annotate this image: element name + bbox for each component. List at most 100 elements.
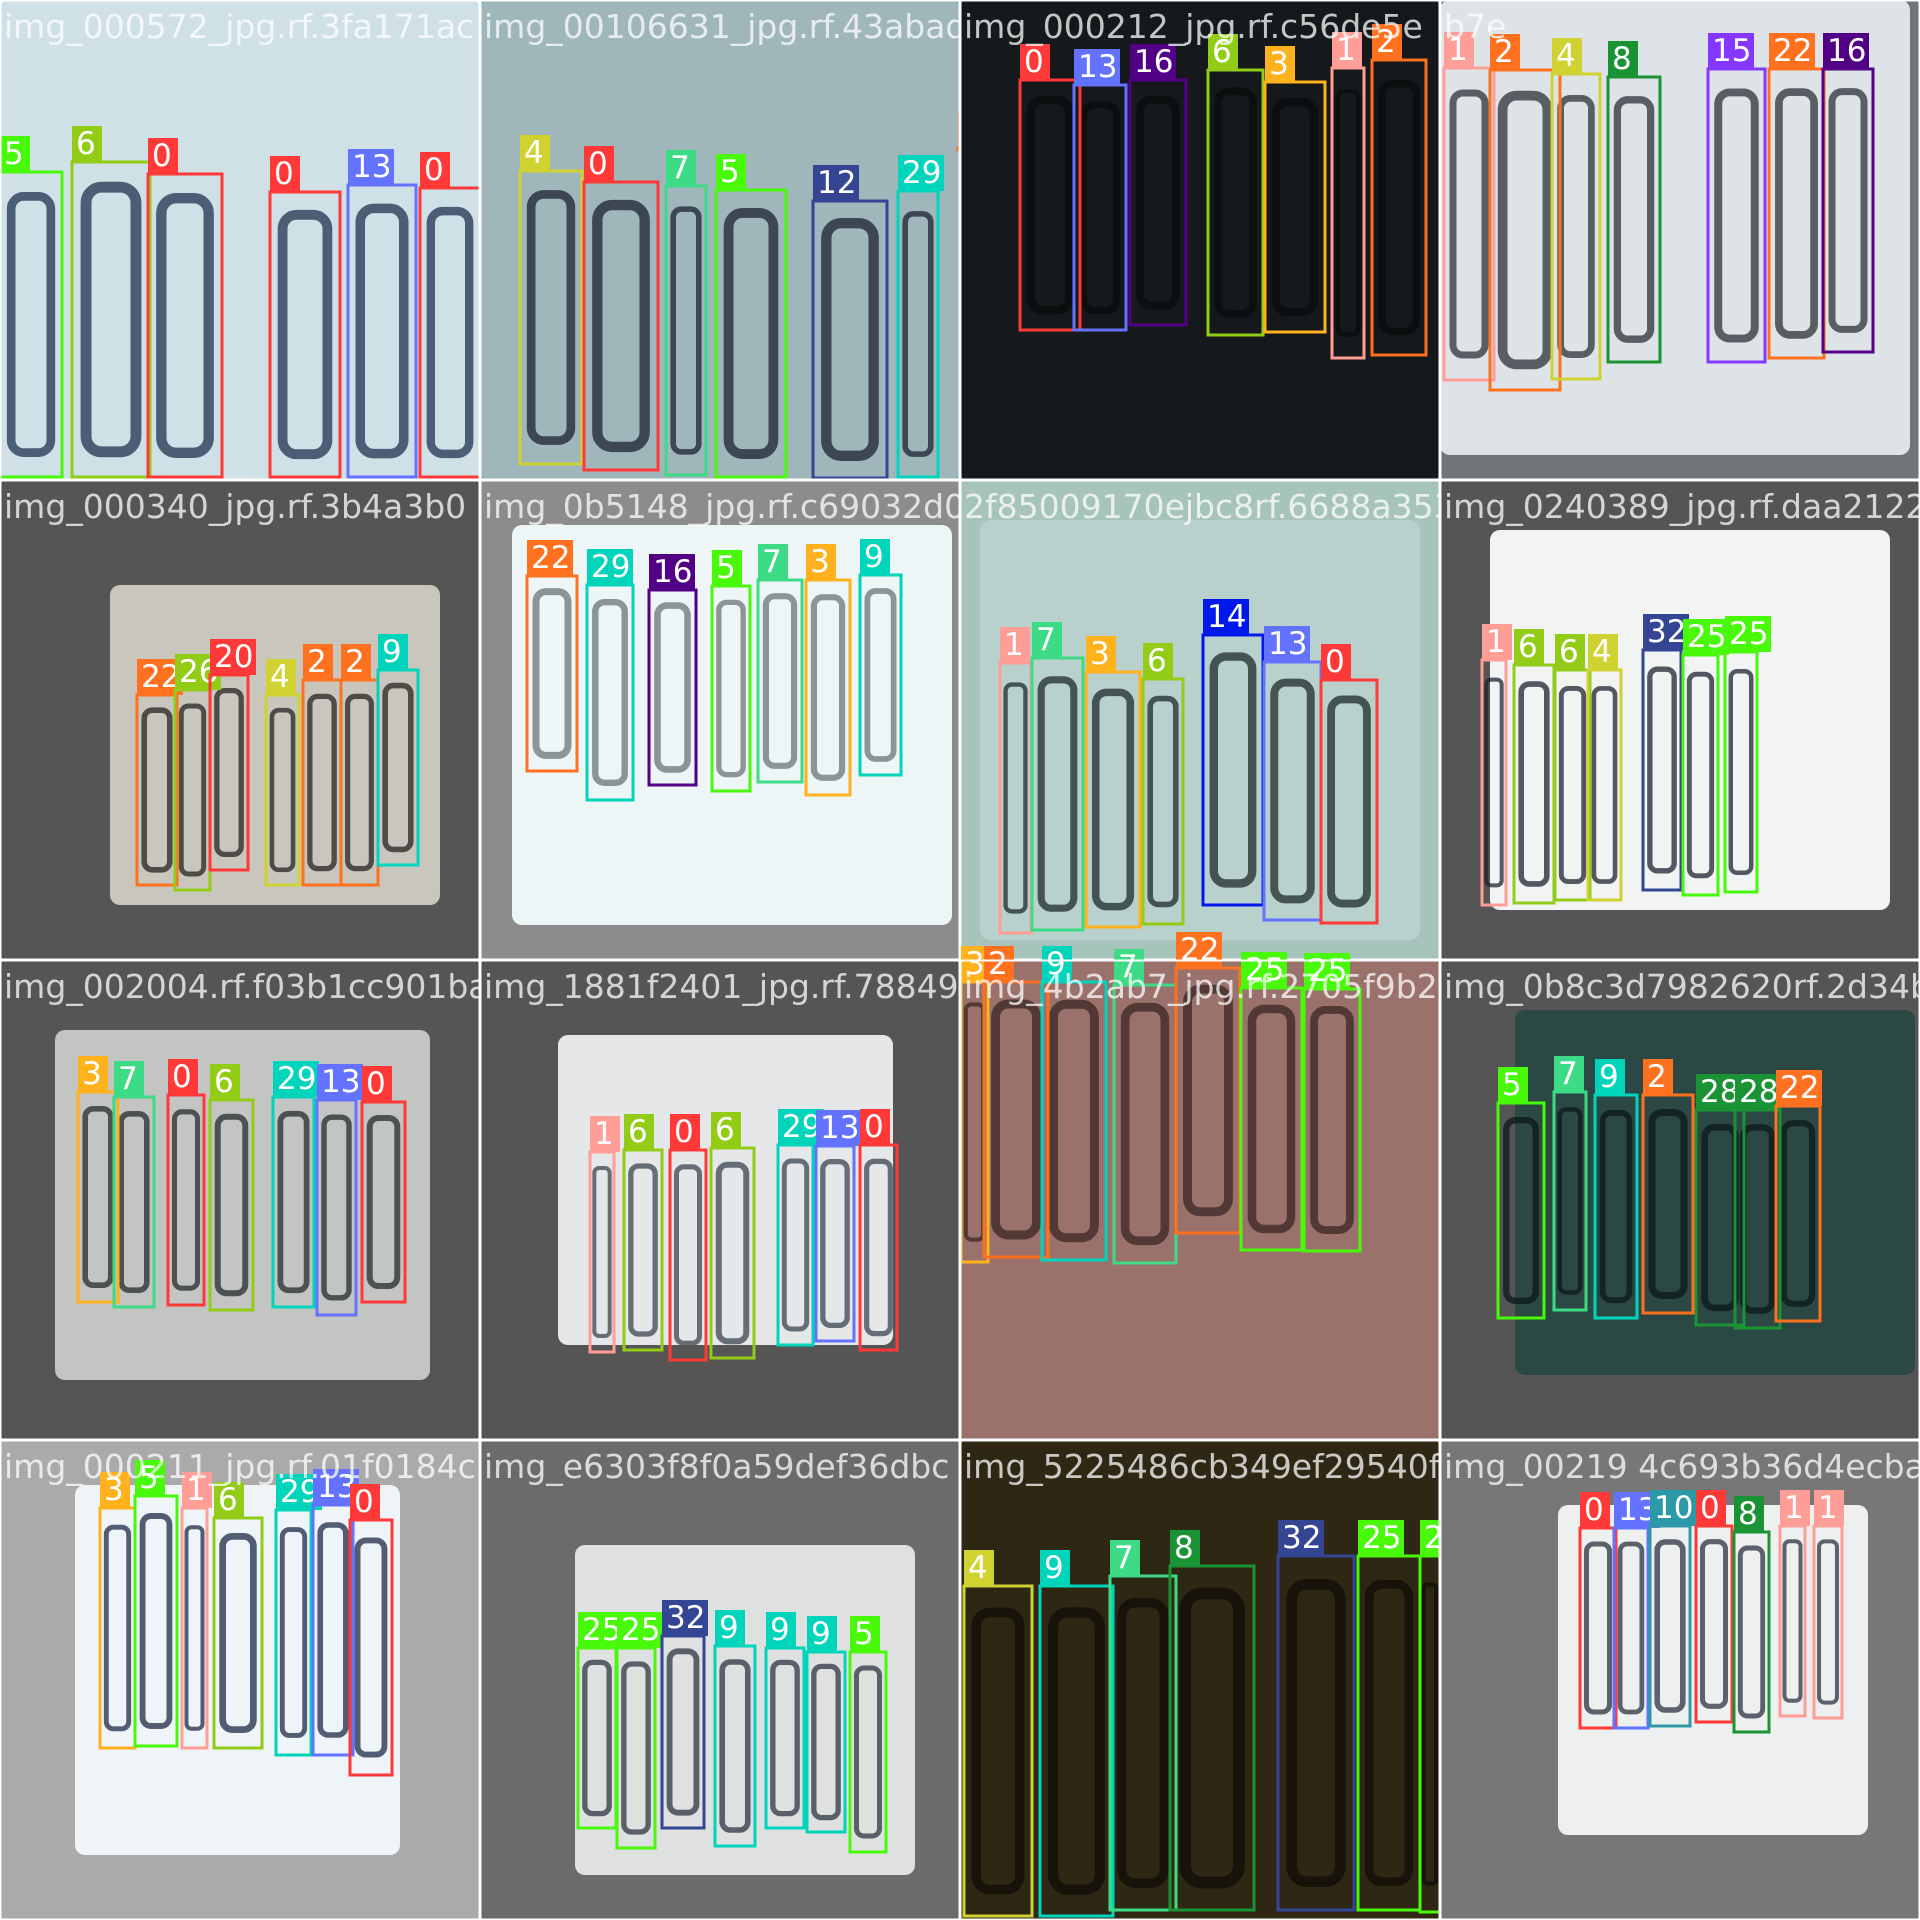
class-label: 9 [1046,946,1066,982]
class-label-background [0,136,30,172]
class-label: 6 [1212,34,1232,70]
class-label: 22 [1780,1070,1819,1106]
plate-character-glyph [1117,1598,1169,1888]
plate-character-glyph [1449,89,1489,359]
class-label-background [1735,1074,1781,1110]
plate-character-glyph [1048,1607,1105,1895]
plate-character-glyph [1037,676,1078,912]
class-label: 2 [345,644,365,680]
class-label: 3 [104,1472,124,1508]
class-label-background [984,946,1014,982]
class-label-background [850,1616,880,1652]
tile-filename: img_5225486cb349ef29540fa3 [964,1447,1482,1486]
detection-box [1168,1564,1256,1912]
detection-box [146,172,224,479]
class-label-background [806,544,836,580]
class-label: 0 [674,1114,694,1150]
class-label-background [1555,634,1585,670]
class-label-background [807,1616,837,1652]
plate-character-glyph [1214,87,1257,318]
image-tile: 5 6 0 0 13 0 img_000572_jpg.rf.3fa171ac [0,0,482,481]
class-label: 25 [1308,953,1347,989]
plate-character-glyph [762,593,798,769]
class-label-background [1000,627,1030,663]
class-label: 25 [621,1612,660,1648]
class-label: 13 [317,1469,356,1505]
class-label: 8 [1174,1530,1194,1566]
plate-character-glyph [1613,96,1655,343]
class-label-background [317,1064,363,1100]
plate-character-glyph [1079,100,1121,315]
class-label-background [1580,1492,1610,1528]
plate-character-glyph [139,1513,173,1729]
class-label-background [1552,38,1582,74]
class-label-background [1086,636,1116,672]
class-label-background [584,146,614,182]
class-label-background [1032,622,1062,658]
class-label-background [1241,952,1287,988]
class-label: 4 [968,1550,988,1586]
class-label: 32 [1647,614,1686,650]
class-label: 9 [770,1612,790,1648]
class-label: 9 [719,1610,739,1646]
class-label: 25 [1729,616,1768,652]
class-label-background [1554,1056,1584,1092]
class-label: 13 [1268,626,1307,662]
class-label: 0 [1584,1492,1604,1528]
class-label-background [1780,1490,1810,1526]
class-label-background [1708,33,1754,69]
plate-character-glyph [1003,682,1028,914]
class-label-background [1042,946,1072,982]
plate-character-glyph [382,682,414,853]
plate-character-glyph [1377,79,1421,336]
detection-box [582,180,660,472]
class-label: 25 [1687,619,1726,655]
class-label-background [1208,34,1238,70]
plate-character-glyph [1026,95,1074,315]
class-label: 2 [307,644,327,680]
plate-character-glyph [770,1659,800,1817]
plate-character-glyph [1518,681,1550,887]
class-label: 28 [1739,1074,1778,1110]
class-label: 32 [1282,1520,1321,1556]
plate-character-glyph [219,1533,257,1733]
class-label: 5 [720,154,740,190]
plate-character-glyph [1583,1541,1613,1715]
plate-character-glyph [366,1114,401,1290]
class-label: 1 [186,1472,206,1508]
class-label: 6 [1559,634,1579,670]
class-label-background [1696,1490,1726,1526]
class-label: 29 [591,549,630,585]
class-label-background [816,1110,862,1146]
plate-character-glyph [1699,1539,1729,1709]
class-label: 1 [594,1116,614,1152]
plate-character-glyph [80,181,142,458]
tile-filename: b7e [1444,7,1506,46]
detection-box [714,188,788,479]
class-label: 16 [1827,33,1866,69]
plate-character-glyph [853,1665,883,1839]
class-label-background [1114,949,1144,985]
image-tile: 1 2 4 8 15 22 16 b7e [1439,0,1920,481]
plate-character-glyph [715,1161,750,1345]
plate-character-glyph [1049,999,1099,1243]
class-label-background [1265,46,1295,82]
class-label: 13 [352,149,391,185]
plate-character-glyph [811,1663,841,1821]
class-label-background [1020,44,1050,80]
detection-box [518,169,584,466]
class-label: 7 [1558,1056,1578,1092]
plate-character-glyph [902,211,934,457]
class-label-background [1143,643,1173,679]
class-label: 5 [1502,1067,1522,1103]
plate-character-glyph [1183,984,1233,1217]
class-label: 10 [1654,1490,1693,1526]
tile-filename: 2f85009170ejbc8rf.6688a353 [964,487,1455,526]
plate-character-glyph [1617,1541,1645,1715]
plate-character-glyph [1648,1108,1688,1300]
plate-character-glyph [654,602,691,773]
plate-character-glyph [864,588,897,762]
